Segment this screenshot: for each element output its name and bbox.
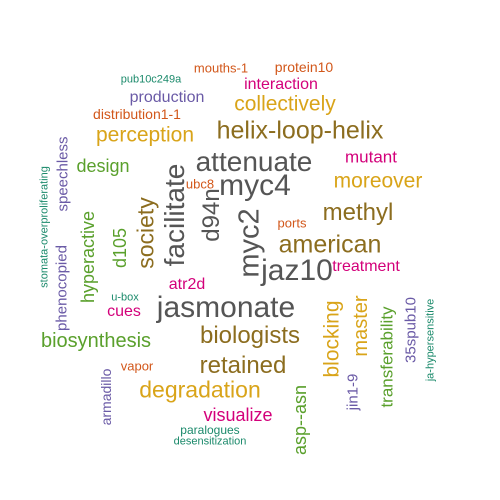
word-cues: cues [107,303,141,320]
word-mouths-1: mouths-1 [193,60,249,76]
word-jasmonate: jasmonate [156,291,296,324]
word-speechless: speechless [54,136,72,212]
word-myc2: myc2 [233,208,266,278]
word-retained: retained [199,352,287,379]
word-biologists: biologists [199,322,301,349]
word-jaz10: jaz10 [261,254,333,287]
word-perception: perception [95,123,195,147]
word-blocking: blocking [320,300,344,378]
word-armadillo: armadillo [98,368,114,426]
word-desensitization: desensitization [173,435,247,448]
word-ports: ports [277,215,307,231]
word-american: american [278,230,382,259]
word-ubc8: ubc8 [185,176,215,192]
word-jin1-9: jin1-9 [344,373,362,411]
word-ja-hypersensitive: ja-hypersensitive [424,298,437,382]
word-d94n: d94n [198,188,225,242]
word-atr2d: atr2d [168,276,206,293]
word-asp-asn: asp--asn [290,384,310,456]
word-master: master [350,295,372,357]
word-stomata-overproliferating: stomata-overproliferating [38,166,51,288]
word-pub10c249a: pub10c249a [120,73,182,86]
word-paralogues: paralogues [180,423,240,437]
word-helix-loop-helix: helix-loop-helix [216,116,384,145]
word-d105: d105 [110,227,130,269]
word-society: society [132,197,159,269]
word-degradation: degradation [139,376,261,403]
word-collectively: collectively [234,92,336,116]
word-attenuate: attenuate [195,146,313,177]
word-biosynthesis: biosynthesis [40,330,152,352]
word-production: production [129,89,205,106]
word-interaction: interaction [244,76,318,93]
word-myc4: myc4 [219,169,291,202]
word-mutant: mutant [345,147,397,167]
word-moreover: moreover [333,169,423,193]
word-35spub10: 35spub10 [402,297,420,363]
word-facilitate: facilitate [159,163,190,267]
word-hyperactive: hyperactive [78,210,98,304]
word-methyl: methyl [322,199,394,226]
word-visualize: visualize [203,405,273,425]
word-design: design [76,156,130,176]
word-u-box: u-box [111,291,139,304]
word-distribution1-1: distribution1-1 [93,106,181,122]
word-vapor: vapor [120,358,154,374]
word-treatment: treatment [332,258,400,275]
word-protein10: protein10 [274,59,334,75]
word-phenocopied: phenocopied [53,245,71,331]
word-transferability: transferability [377,306,397,408]
